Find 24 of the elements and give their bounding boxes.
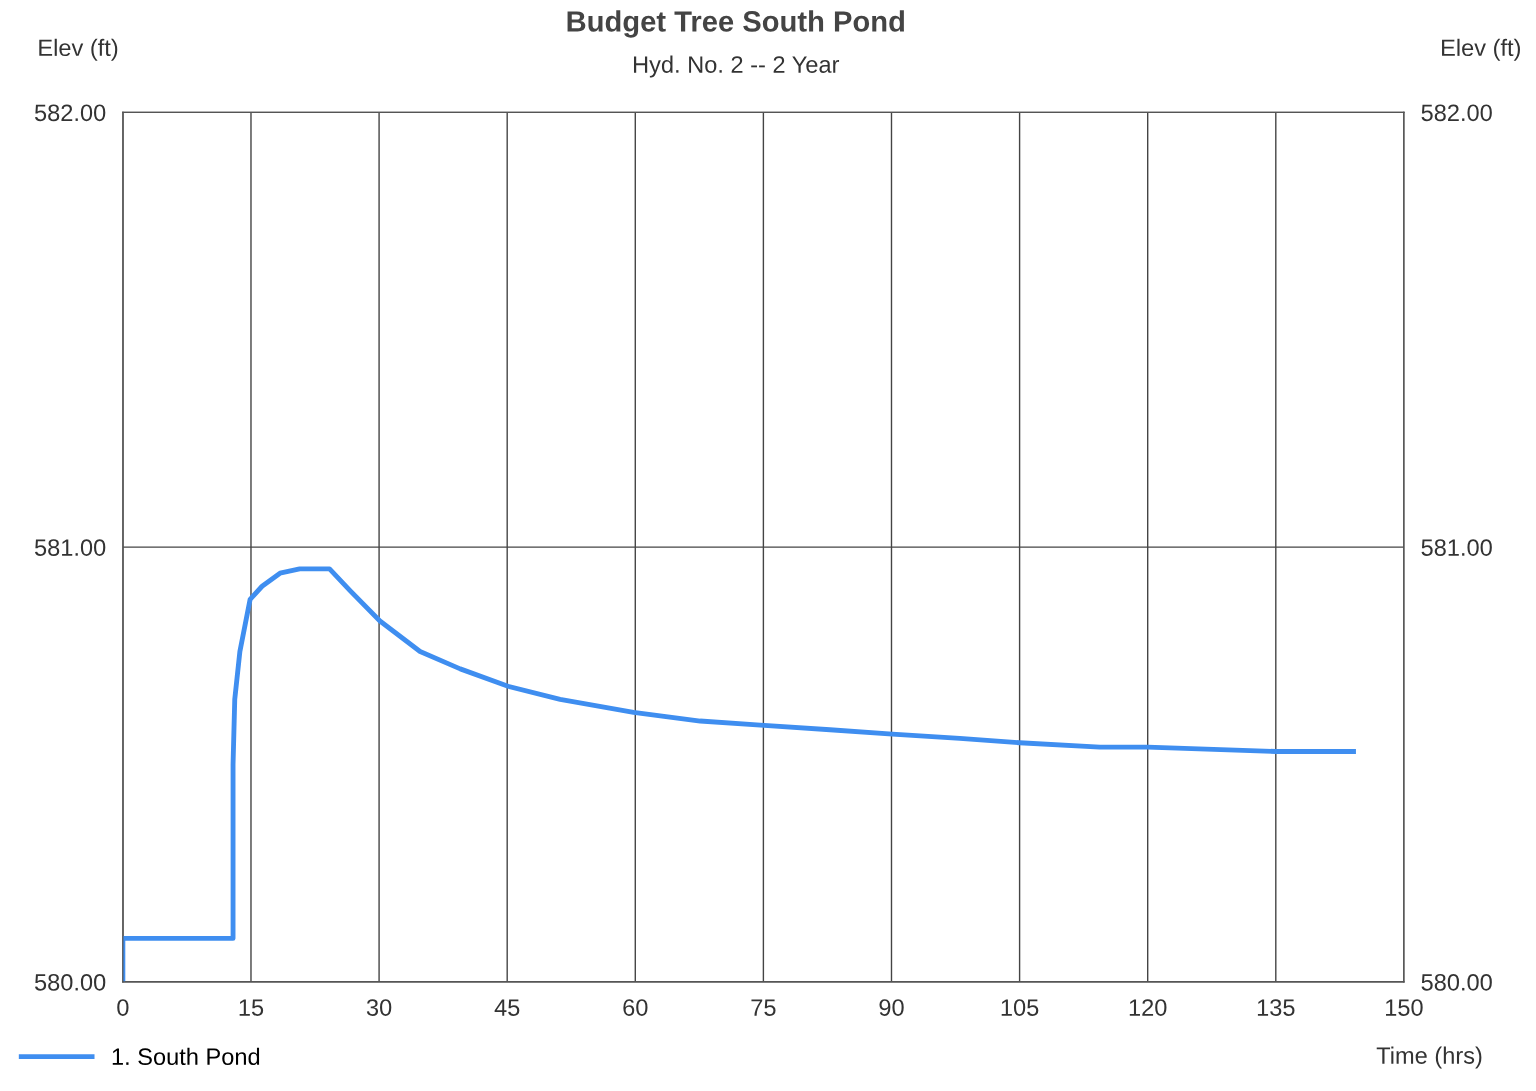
y-tick-label: 580.00 — [34, 973, 106, 991]
y-tick-label: 582.00 — [34, 104, 106, 122]
x-tick-label: 150 — [1386, 999, 1423, 1016]
x-tick-label: 90 — [879, 999, 904, 1016]
x-tick-label: 30 — [366, 999, 392, 1016]
y-tick-label: 581.00 — [34, 539, 106, 556]
chart-title: Budget Tree South Pond — [567, 10, 904, 38]
x-tick-label: 0 — [117, 999, 129, 1016]
line-series — [122, 566, 1356, 982]
y-axis-title: Elev (ft) — [39, 38, 118, 61]
x-tick-label: 135 — [1257, 999, 1295, 1016]
x-tick-label: 45 — [494, 999, 520, 1016]
x-tick-label: 15 — [239, 999, 264, 1016]
y2-tick-label: 581.00 — [1421, 539, 1492, 556]
y2-tick-label: 582.00 — [1421, 104, 1492, 122]
x-tick-label: 75 — [751, 999, 776, 1016]
x-tick-label: 60 — [623, 999, 648, 1016]
x-tick-label: 120 — [1129, 999, 1167, 1016]
chart-subtitle: Hyd. No. 2 -- 2 Year — [633, 55, 840, 78]
x-tick-label: 105 — [1001, 999, 1039, 1016]
y2-tick-label: 580.00 — [1421, 973, 1492, 991]
x-axis-title: Time (hrs) — [1376, 1046, 1482, 1069]
y2-axis-title: Elev (ft) — [1442, 38, 1520, 61]
legend-label: 1. South Pond — [112, 1047, 260, 1066]
